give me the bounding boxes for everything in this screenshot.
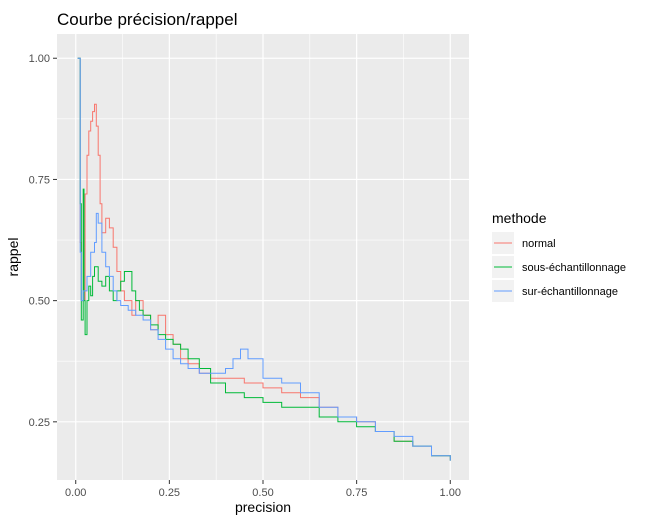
- chart-title: Courbe précision/rappel: [57, 10, 238, 29]
- x-tick-label: 0.50: [252, 487, 273, 499]
- x-axis-ticks: 0.00 0.25 0.50 0.75 1.00: [65, 480, 461, 499]
- y-axis-ticks: 0.25 0.50 0.75 1.00: [29, 53, 57, 429]
- legend: methode normal sous-échantillonnage sur-éc…: [492, 210, 626, 302]
- x-tick-label: 0.75: [346, 487, 367, 499]
- x-axis-title: precision: [235, 499, 291, 515]
- legend-label: normal: [522, 238, 556, 250]
- y-tick-label: 0.75: [29, 174, 50, 186]
- y-axis-title: rappel: [5, 238, 21, 277]
- series-lines: [77, 57, 451, 461]
- x-tick-label: 1.00: [440, 487, 461, 499]
- y-tick-label: 0.50: [29, 296, 50, 308]
- y-tick-label: 1.00: [29, 53, 50, 65]
- series-line-2: [77, 57, 451, 461]
- legend-label: sur-échantillonnage: [522, 286, 618, 298]
- x-tick-label: 0.25: [159, 487, 180, 499]
- series-line-3: [77, 57, 451, 461]
- major-grid: [57, 34, 469, 480]
- legend-title: methode: [492, 210, 547, 226]
- x-tick-label: 0.00: [65, 487, 86, 499]
- legend-label: sous-échantillonnage: [522, 262, 626, 274]
- y-tick-label: 0.25: [29, 417, 50, 429]
